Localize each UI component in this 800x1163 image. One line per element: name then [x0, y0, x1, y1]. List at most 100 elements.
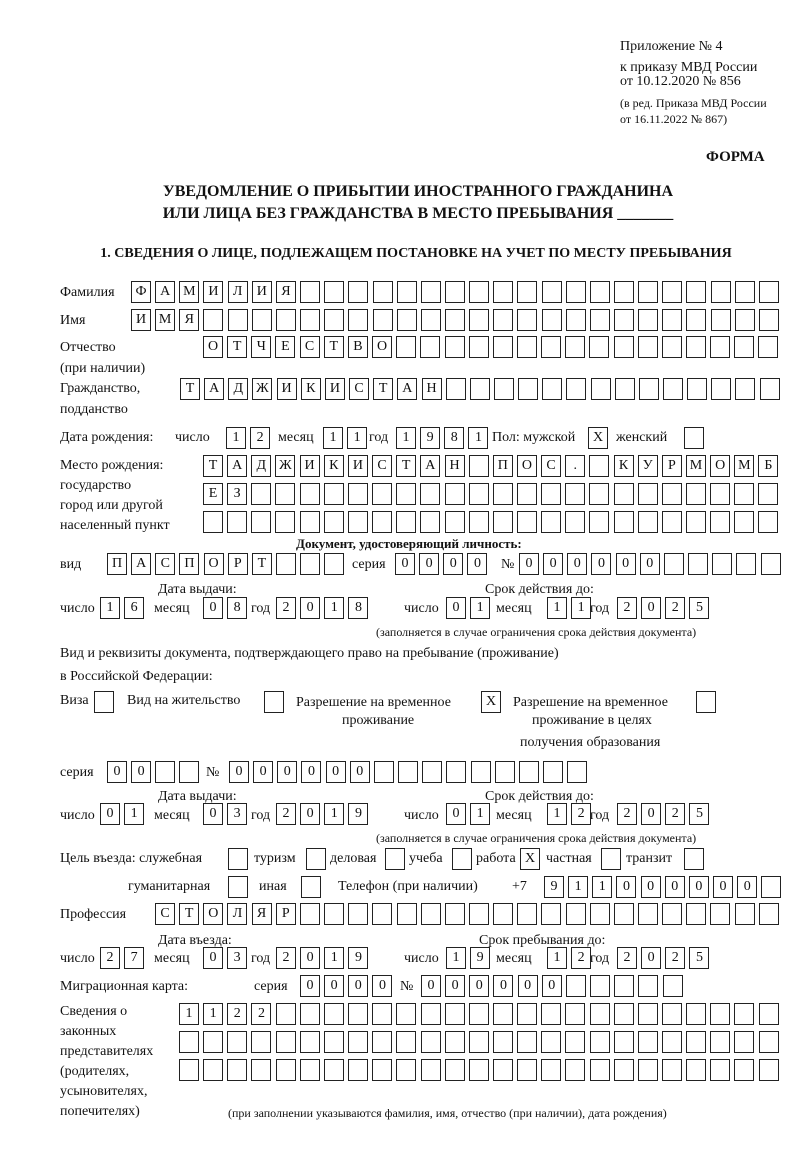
char-cell-reps1[interactable]	[710, 1003, 731, 1025]
char-cell-citizenship[interactable]: С	[349, 378, 370, 400]
char-cell-birthplace3[interactable]	[710, 511, 731, 533]
char-cell-birthplace1[interactable]: Б	[758, 455, 779, 477]
char-cell-surname[interactable]	[372, 281, 393, 303]
char-cell-stay-valid-month[interactable]: 2	[571, 803, 592, 825]
char-cell-reps2[interactable]	[517, 1031, 538, 1053]
char-cell-birthplace3[interactable]	[637, 511, 658, 533]
char-cell-birthplace3[interactable]	[468, 511, 489, 533]
char-cell-patronymic[interactable]	[420, 336, 441, 358]
char-cell-stay-day[interactable]: 1	[446, 947, 466, 969]
char-cell-citizenship[interactable]	[638, 378, 659, 400]
char-cell-name[interactable]	[227, 309, 248, 331]
char-cell-citizenship[interactable]: А	[204, 378, 225, 400]
char-cell-reps3[interactable]	[662, 1059, 682, 1081]
char-cell-reps1[interactable]	[517, 1003, 538, 1025]
char-cell-birthplace2[interactable]	[637, 483, 658, 505]
checkbox-p-private[interactable]	[601, 848, 621, 870]
char-cell-reps1[interactable]	[565, 1003, 586, 1025]
char-cell-reps2[interactable]	[275, 1031, 296, 1053]
char-cell-mc-number[interactable]	[614, 975, 635, 997]
char-cell-reps2[interactable]	[589, 1031, 610, 1053]
char-cell-surname[interactable]	[758, 281, 779, 303]
char-cell-name[interactable]	[324, 309, 345, 331]
char-cell-profession[interactable]	[541, 903, 562, 925]
char-cell-birthplace1[interactable]: К	[323, 455, 344, 477]
char-cell-reps3[interactable]	[613, 1059, 634, 1081]
char-cell-name[interactable]	[758, 309, 779, 331]
char-cell-stay-number[interactable]	[398, 761, 419, 783]
char-cell-reps1[interactable]	[396, 1003, 417, 1025]
char-cell-reps3[interactable]	[734, 1059, 755, 1081]
char-cell-reps3[interactable]	[637, 1059, 658, 1081]
char-cell-birthplace2[interactable]	[589, 483, 610, 505]
char-cell-patronymic[interactable]	[396, 336, 417, 358]
char-cell-stay-series[interactable]: 0	[131, 761, 152, 783]
char-cell-citizenship[interactable]: Д	[228, 378, 249, 400]
char-cell-reps2[interactable]	[613, 1031, 634, 1053]
char-cell-id-number[interactable]	[688, 553, 709, 575]
char-cell-name[interactable]	[734, 309, 755, 331]
char-cell-birth-year[interactable]: 8	[444, 427, 465, 449]
char-cell-reps1[interactable]	[637, 1003, 658, 1025]
char-cell-surname[interactable]: И	[251, 281, 272, 303]
char-cell-birthplace2[interactable]	[613, 483, 634, 505]
char-cell-birthplace2[interactable]	[251, 483, 272, 505]
char-cell-birthplace2[interactable]	[468, 483, 489, 505]
char-cell-stay-month[interactable]: 1	[547, 947, 567, 969]
char-cell-stay-number[interactable]	[470, 761, 491, 783]
char-cell-citizenship[interactable]	[687, 378, 708, 400]
char-cell-birthplace1[interactable]: О	[516, 455, 537, 477]
char-cell-stay-issue-month[interactable]: 0	[203, 803, 223, 825]
char-cell-birthplace2[interactable]	[275, 483, 296, 505]
char-cell-reps3[interactable]	[686, 1059, 707, 1081]
char-cell-birthplace3[interactable]	[758, 511, 779, 533]
char-cell-mc-series[interactable]: 0	[348, 975, 369, 997]
char-cell-patronymic[interactable]	[516, 336, 537, 358]
char-cell-id-valid-day[interactable]: 0	[446, 597, 466, 619]
char-cell-id-number[interactable]: 0	[615, 553, 636, 575]
char-cell-id-issue-month[interactable]: 0	[203, 597, 223, 619]
char-cell-id-number[interactable]: 0	[591, 553, 612, 575]
char-cell-profession[interactable]	[493, 903, 514, 925]
char-cell-birth-day[interactable]: 2	[250, 427, 271, 449]
char-cell-birthplace1[interactable]: П	[492, 455, 513, 477]
char-cell-profession[interactable]	[348, 903, 369, 925]
char-cell-surname[interactable]	[710, 281, 731, 303]
char-cell-reps2[interactable]	[710, 1031, 731, 1053]
checkbox-trpe[interactable]	[696, 691, 716, 713]
char-cell-patronymic[interactable]: О	[203, 336, 223, 358]
char-cell-reps3[interactable]	[517, 1059, 538, 1081]
char-cell-stay-month[interactable]: 2	[571, 947, 592, 969]
char-cell-reps1[interactable]	[589, 1003, 610, 1025]
char-cell-birthplace1[interactable]: А	[420, 455, 441, 477]
char-cell-citizenship[interactable]: И	[276, 378, 297, 400]
checkbox-p-service[interactable]	[228, 848, 248, 870]
char-cell-patronymic[interactable]: Т	[323, 336, 344, 358]
char-cell-stay-number[interactable]: 0	[229, 761, 249, 783]
char-cell-birthplace2[interactable]	[420, 483, 441, 505]
char-cell-reps1[interactable]	[348, 1003, 369, 1025]
char-cell-stay-day[interactable]: 9	[470, 947, 491, 969]
char-cell-citizenship[interactable]	[735, 378, 756, 400]
char-cell-citizenship[interactable]	[759, 378, 780, 400]
char-cell-profession[interactable]	[758, 903, 779, 925]
char-cell-entry-year[interactable]: 9	[348, 947, 369, 969]
char-cell-patronymic[interactable]	[661, 336, 682, 358]
char-cell-id-number[interactable]	[760, 553, 781, 575]
char-cell-mc-number[interactable]: 0	[493, 975, 514, 997]
char-cell-profession[interactable]	[396, 903, 417, 925]
char-cell-stay-number[interactable]	[494, 761, 515, 783]
char-cell-id-number[interactable]	[736, 553, 757, 575]
char-cell-birthplace3[interactable]	[516, 511, 537, 533]
char-cell-id-kind[interactable]: П	[179, 553, 200, 575]
char-cell-reps1[interactable]	[613, 1003, 634, 1025]
char-cell-id-issue-day[interactable]: 6	[124, 597, 145, 619]
char-cell-id-valid-year[interactable]: 2	[617, 597, 637, 619]
char-cell-profession[interactable]	[565, 903, 586, 925]
char-cell-citizenship[interactable]	[614, 378, 635, 400]
char-cell-surname[interactable]	[444, 281, 465, 303]
char-cell-profession[interactable]: Р	[275, 903, 296, 925]
char-cell-name[interactable]: И	[131, 309, 151, 331]
char-cell-citizenship[interactable]	[542, 378, 563, 400]
char-cell-reps2[interactable]	[203, 1031, 224, 1053]
